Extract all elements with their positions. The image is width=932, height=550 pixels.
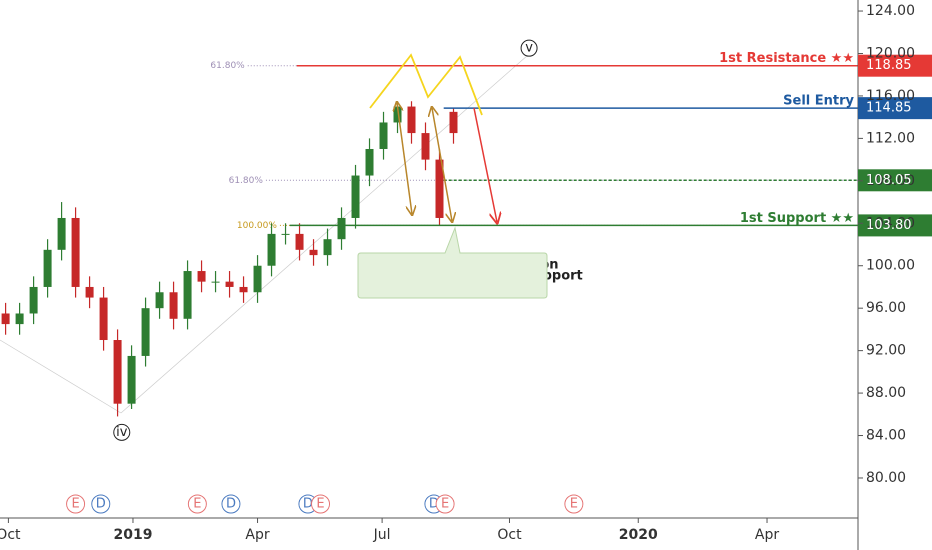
marks: 61.80% 61.80% 100.00% 1st Resistance ★★ Sell… — [1, 39, 858, 441]
y-tick-label: 92.00 — [866, 343, 906, 359]
wave-circle — [520, 39, 538, 57]
price-tag-label: 103.80 — [866, 218, 912, 233]
candle-body — [239, 286, 248, 293]
y-tick-label: 88.00 — [866, 385, 906, 401]
y-tick-label: 116.00 — [866, 88, 915, 104]
candle-body — [29, 286, 38, 314]
candle-body — [99, 297, 108, 341]
event-marker — [311, 494, 331, 514]
event-label: E — [570, 497, 578, 512]
price-tag-label: 108.05 — [866, 173, 912, 188]
note-box — [357, 226, 548, 299]
candle-body — [449, 111, 458, 134]
candle-body — [15, 313, 24, 325]
wave-label: iv — [116, 425, 128, 440]
event-label: D — [96, 497, 106, 512]
y-tick-label: 124.00 — [866, 3, 915, 19]
candle-body — [267, 233, 276, 266]
level-label: Sell Entry — [783, 94, 854, 109]
candle-body — [43, 249, 52, 287]
wave-label: v — [525, 41, 533, 56]
x-tick-label: Apr — [245, 527, 269, 543]
x-tick-label: Apr — [755, 527, 779, 543]
candle-body — [337, 217, 346, 240]
price-tag — [858, 169, 932, 192]
y-tick-label: 80.00 — [866, 470, 906, 486]
candle-body — [295, 233, 304, 250]
price-tag — [858, 54, 932, 77]
price-tag — [858, 214, 932, 237]
arrow — [397, 103, 412, 214]
y-tick-label: 96.00 — [866, 300, 906, 316]
candle-body — [57, 217, 66, 250]
price-tag — [858, 97, 932, 120]
arrow — [473, 107, 497, 222]
candle-body — [197, 271, 206, 282]
fib-label: 61.80% — [229, 176, 264, 186]
candle-body — [1, 313, 10, 325]
candle-body — [309, 249, 318, 256]
x-tick-label: 2020 — [619, 527, 658, 543]
event-label: E — [71, 497, 79, 512]
event-label: E — [316, 497, 324, 512]
event-label: E — [441, 497, 449, 512]
event-marker — [435, 494, 455, 514]
event-marker — [91, 494, 111, 514]
x-tick-label: 2019 — [113, 527, 152, 543]
candle-body — [323, 239, 332, 256]
event-label: E — [193, 497, 201, 512]
level-label: 1st Support ★★ — [740, 211, 854, 226]
candle-body — [253, 265, 262, 293]
wave-circle — [113, 423, 131, 441]
y-tick-label: 104.00 — [866, 215, 915, 231]
y-tick-label: 120.00 — [866, 45, 915, 61]
y-tick-label: 84.00 — [866, 428, 906, 444]
candle-body — [113, 340, 122, 404]
candle-body — [379, 122, 388, 149]
candle-body — [127, 355, 136, 404]
candle-body — [407, 106, 416, 134]
candle-body — [183, 271, 192, 319]
candle-body — [85, 286, 94, 298]
price-tag-label: 118.85 — [866, 58, 912, 73]
candle-body — [421, 133, 430, 160]
event-marker — [187, 494, 207, 514]
event-marker — [564, 494, 584, 514]
candle-body — [225, 281, 234, 287]
event-marker — [66, 494, 86, 514]
y-tick-label: 112.00 — [866, 130, 915, 146]
y-tick-label: 108.00 — [866, 173, 915, 189]
candle-body — [71, 217, 80, 287]
x-tick-label: Oct — [0, 527, 21, 543]
event-label: D — [429, 497, 439, 512]
wave-line — [120, 54, 529, 414]
candle-body — [155, 292, 164, 309]
candle-body — [211, 281, 220, 283]
event-label: D — [303, 497, 313, 512]
candle-body — [351, 175, 360, 218]
drawings — [357, 53, 548, 299]
x-tick-label: Oct — [497, 527, 522, 543]
event-label: D — [226, 497, 236, 512]
candle-body — [169, 292, 178, 319]
x-tick-label: Jul — [373, 527, 391, 543]
axis-bg — [858, 0, 932, 550]
price-tag-label: 114.85 — [866, 101, 912, 116]
arrow — [432, 108, 452, 221]
candle-body — [281, 233, 290, 235]
level-label: 1st Resistance ★★ — [719, 51, 854, 66]
event-marker — [221, 494, 241, 514]
double-top — [369, 53, 483, 116]
y-tick-label: 100.00 — [866, 258, 915, 274]
candle-body — [365, 148, 374, 176]
wave-line — [0, 339, 122, 414]
candle-body — [141, 308, 150, 356]
fib-label: 100.00% — [237, 221, 277, 231]
fib-label: 61.80% — [210, 61, 245, 71]
plot — [0, 54, 529, 414]
